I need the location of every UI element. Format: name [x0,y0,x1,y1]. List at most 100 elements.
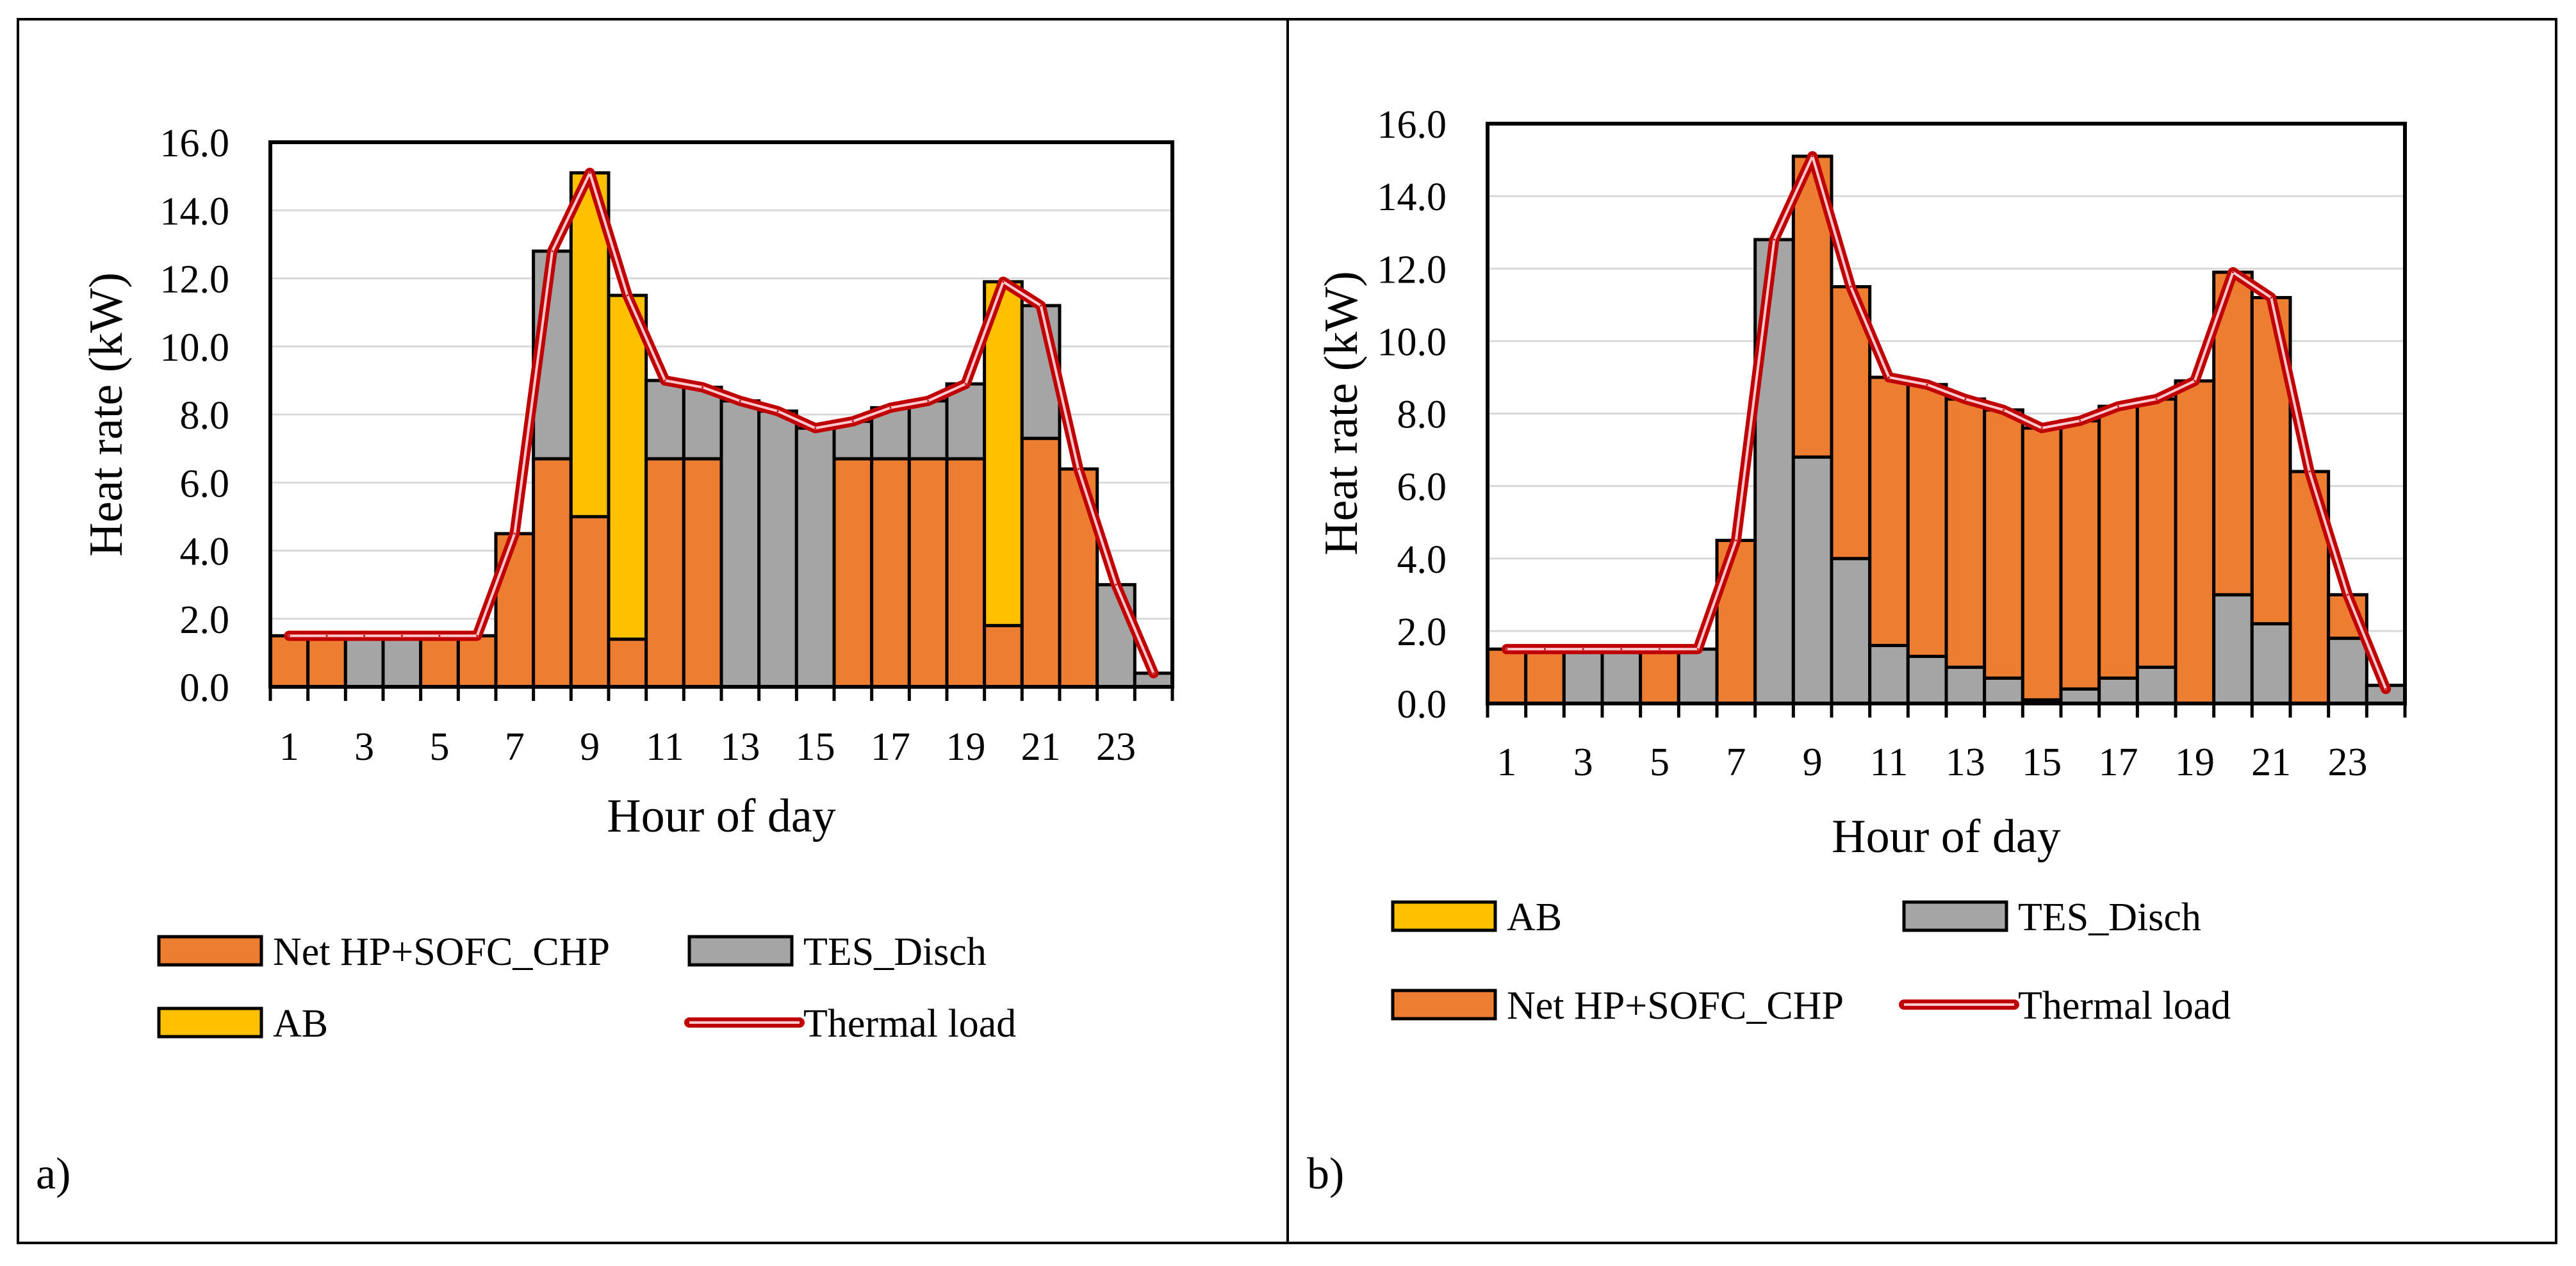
legend-swatch-ab [157,1007,263,1039]
thermal-load-line-inner [1505,154,2388,691]
thermal-load-point-hour-16 [851,420,854,423]
y-tick-label: 0.0 [180,666,230,710]
x-tick-label: 17 [2099,741,2138,784]
legend-label-net: Net HP+SOFC_CHP [273,930,610,974]
bar-tes-hour-12 [682,386,723,461]
panel-b: 1 3 5 7 9 11 13 15 17 19 21 230.02.04.06.08.010.012… [1307,103,2407,1199]
bar-net-hour-14 [1983,408,2024,680]
thermal-load-line-inner [288,171,1155,675]
y-tick-label: 10.0 [1377,320,1447,364]
bar-net-hour-15 [2021,426,2063,702]
panel-divider [1286,18,1289,1244]
bar-tes-hour-15 [794,426,836,689]
thermal-load-point-hour-13 [739,400,741,402]
x-tick-label: 3 [354,725,374,769]
bar-tes-hour-23 [1095,583,1136,689]
bar-net-hour-16 [832,457,874,689]
y-tick-label: 12.0 [160,258,230,302]
bar-net-hour-5 [1639,647,1680,705]
thermal-load-point-hour-17 [889,406,892,409]
y-tick-label: 2.0 [1397,611,1447,654]
panel-a: 1 3 5 7 9 11 13 15 17 19 21 230.02.04.06.08.010.012… [36,122,1174,1199]
thermal-load-point-hour-22 [1077,468,1079,470]
thermal-load-point-hour-19 [964,382,967,385]
thermal-load-point-hour-22 [2308,470,2311,473]
bar-net-hour-18 [2135,397,2178,669]
bar-tes-hour-21 [2250,622,2292,705]
bar-net-hour-2 [1524,647,1566,705]
thermal-load-point-hour-12 [701,386,704,388]
y-tick-label: 8.0 [180,394,230,438]
y-tick-label: 4.0 [180,530,230,574]
legend-swatch-net [157,935,263,967]
thermal-load-point-hour-11 [1888,376,1890,379]
legend-label-net: Net HP+SOFC_CHP [1507,984,1844,1028]
bar-net-hour-19 [945,457,987,689]
x-axis-title: Hour of day [1832,810,2061,863]
bar-net-hour-1 [1486,647,1528,705]
thermal-load-point-hour-19 [2194,380,2196,382]
thermal-load-point-hour-14 [776,410,779,413]
y-tick-label: 2.0 [180,598,230,642]
y-tick-label: 16.0 [160,122,230,165]
bar-tes-hour-4 [1600,647,1643,705]
bar-net-hour-17 [2097,404,2139,680]
thermal-load-point-hour-9 [589,172,591,174]
thermal-load-point-hour-5 [1659,648,1661,650]
bar-net-hour-12 [1906,382,1948,658]
bar-net-hour-18 [907,457,949,689]
x-tick-label: 7 [505,725,525,769]
bar-net-hour-16 [2059,419,2101,691]
thermal-load-point-hour-7 [513,532,516,535]
panel-label: b) [1307,1149,1344,1199]
thermal-load-point-hour-16 [2079,420,2081,422]
y-axis-title: Heat rate (kW) [1315,271,1368,555]
bar-net-hour-19 [2174,379,2216,705]
x-tick-label: 23 [2328,741,2368,784]
bar-tes-hour-3 [343,634,385,689]
thermal-load-point-hour-18 [927,400,930,402]
thermal-load-point-hour-2 [325,634,328,637]
bar-tes-hour-14 [757,409,798,689]
bar-tes-hour-6 [1677,647,1719,705]
bar-ab-hour-10 [607,293,648,641]
y-tick-label: 4.0 [1397,538,1447,582]
x-tick-label: 13 [1946,741,1985,784]
x-tick-label: 21 [2251,741,2291,784]
thermal-load-point-hour-4 [1620,648,1623,650]
thermal-load-point-hour-15 [814,427,817,429]
legend-swatch-ab [1391,900,1497,932]
bar-tes-hour-20 [2212,593,2254,705]
x-axis-title: Hour of day [607,790,836,843]
thermal-load-point-hour-13 [1964,398,1967,400]
y-tick-label: 14.0 [160,190,230,233]
thermal-load-point-hour-10 [1850,286,1852,288]
legend-label-tes: TES_Disch [803,930,987,974]
bar-ab-hour-20 [983,280,1024,627]
x-tick-label: 7 [1726,741,1746,784]
legend-label-load: Thermal load [2018,984,2231,1028]
bar-tes-hour-16 [2059,687,2101,705]
bar-tes-hour-11 [644,379,685,461]
bar-net-hour-11 [644,457,685,689]
bar-tes-hour-18 [2135,665,2178,705]
x-tick-label: 5 [1650,741,1669,784]
thermal-load-point-hour-6 [1696,648,1699,650]
y-tick-label: 6.0 [1397,466,1447,509]
bar-net-hour-5 [419,634,460,689]
bar-tes-hour-10 [1830,557,1872,705]
thermal-load-point-hour-3 [363,634,366,637]
x-tick-label: 21 [1021,725,1061,769]
thermal-load-point-hour-8 [1773,238,1775,241]
thermal-load-point-hour-2 [1544,648,1546,650]
y-tick-label: 0.0 [1397,683,1447,727]
y-tick-label: 6.0 [180,462,230,506]
bar-tes-hour-3 [1562,647,1604,705]
thermal-load-point-hour-23 [2347,593,2349,596]
thermal-load-point-hour-8 [551,250,554,252]
thermal-load-point-hour-15 [2040,427,2043,429]
bar-net-hour-8 [532,457,573,689]
x-tick-label: 3 [1573,741,1593,784]
bar-tes-hour-9 [1791,455,1834,705]
thermal-load-point-hour-17 [2117,405,2119,407]
